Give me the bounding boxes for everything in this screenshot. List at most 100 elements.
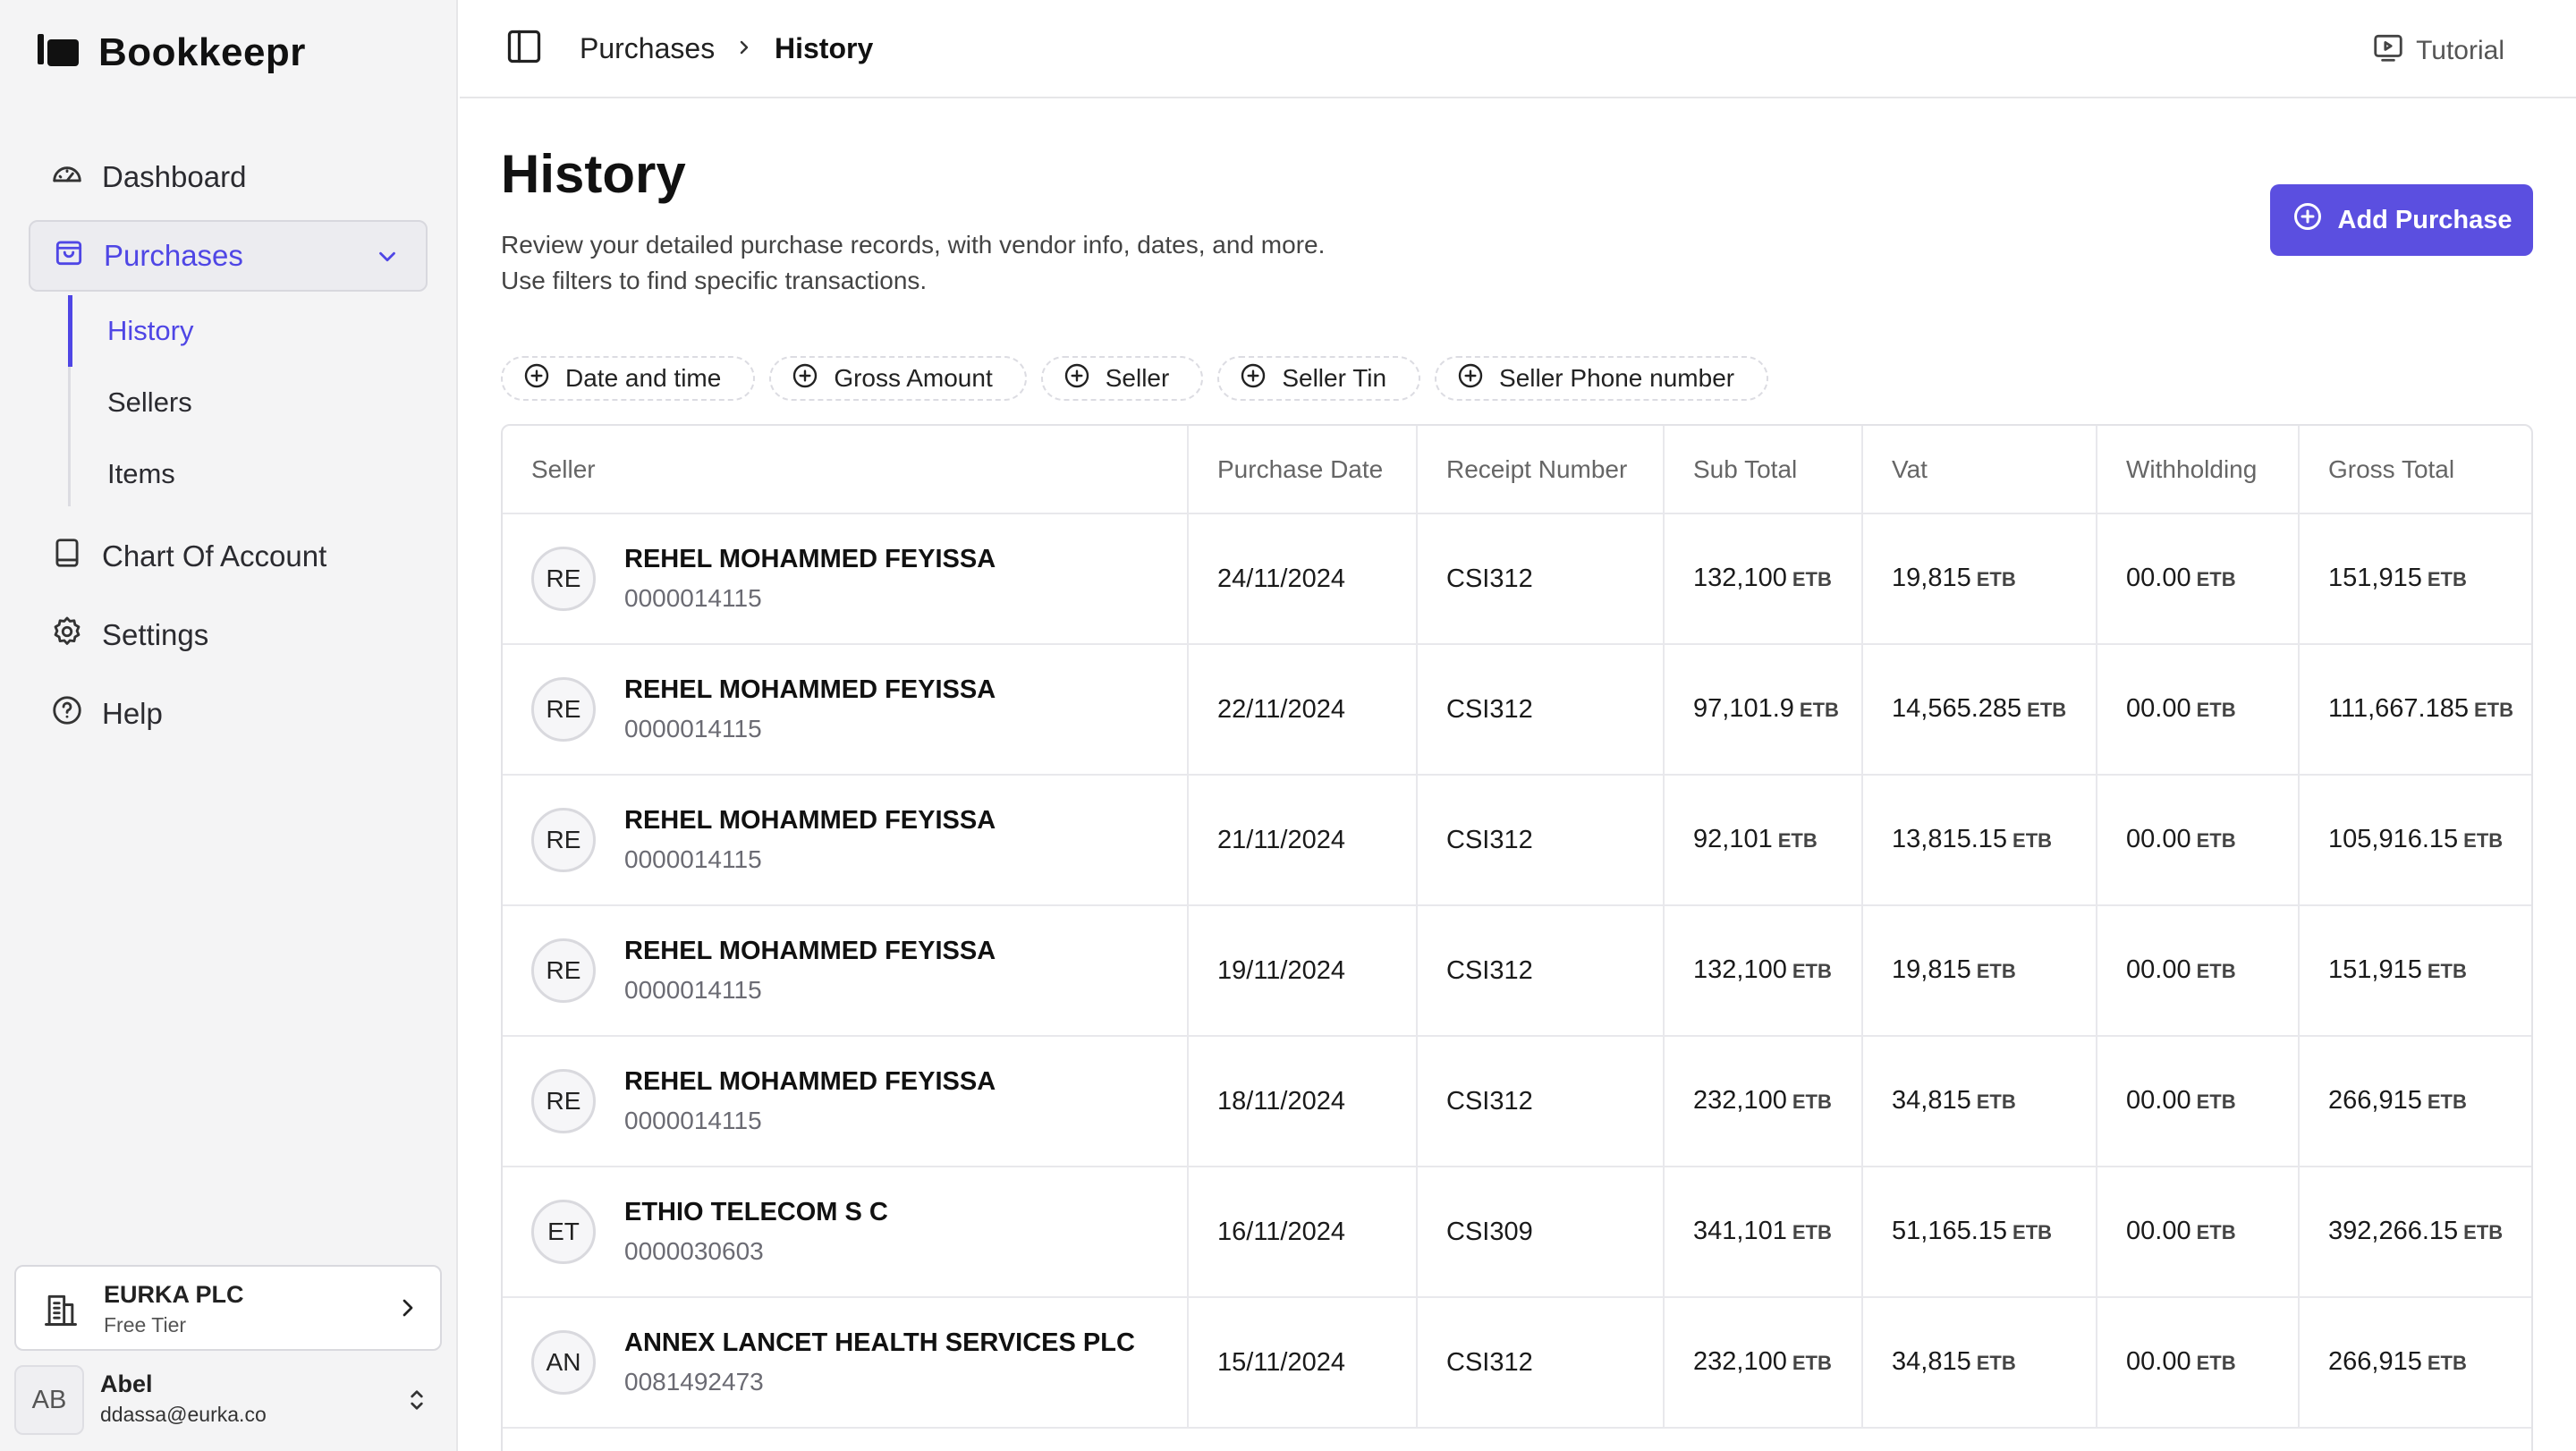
cell-sub-total-value: 132,100 [1693, 564, 1787, 592]
book-icon [50, 536, 84, 577]
currency-label: ETB [2196, 1221, 2236, 1243]
currency-label: ETB [2012, 1221, 2053, 1243]
col-receipt-number[interactable]: Receipt Number [1417, 426, 1665, 514]
plus-circle-icon [1063, 361, 1091, 396]
cell-withholding: 00.00 ETB [2097, 513, 2300, 645]
topbar: Purchases History Tutorial [460, 0, 2576, 98]
filter-label: Seller [1105, 364, 1170, 392]
subnav-history[interactable]: History [107, 315, 194, 346]
plus-circle-icon [791, 361, 819, 396]
cell-withholding: 00.00 ETB [2097, 1297, 2300, 1429]
cell-withholding: 00.00 ETB [2097, 905, 2300, 1037]
filter-seller[interactable]: Seller [1040, 356, 1204, 401]
col-withholding[interactable]: Withholding [2097, 426, 2300, 514]
plus-circle-icon [522, 361, 551, 396]
cell-sub-total: 341,101 ETB [1664, 1167, 1863, 1298]
breadcrumb-purchases[interactable]: Purchases [580, 32, 716, 64]
currency-label: ETB [2463, 1221, 2504, 1243]
col-sub-total[interactable]: Sub Total [1664, 426, 1863, 514]
chevron-down-icon[interactable] [374, 243, 401, 277]
cell-gross-total-value: 151,915 [2328, 564, 2422, 592]
seller-tin: 0000014115 [624, 715, 762, 742]
seller-avatar: RE [531, 808, 596, 872]
cell-vat: 19,815 ETB [1862, 905, 2097, 1037]
subnav-items[interactable]: Items [107, 458, 175, 489]
table-header-row: Seller Purchase Date Receipt Number Sub … [503, 426, 2531, 514]
cell-sub-total-value: 341,101 [1693, 1217, 1787, 1245]
nav-purchases[interactable]: Purchases [29, 220, 428, 292]
filter-seller-phone-number[interactable]: Seller Phone number [1435, 356, 1769, 401]
cell-vat: 13,815.15 ETB [1862, 775, 2097, 906]
nav-chart-of-account-label: Chart Of Account [102, 539, 327, 573]
cell-withholding-value: 00.00 [2126, 1086, 2191, 1115]
cell-sub-total: 97,101.9 ETB [1664, 644, 1863, 776]
nav-chart-of-account[interactable]: Chart Of Account [29, 521, 428, 592]
col-gross-total[interactable]: Gross Total [2299, 426, 2531, 514]
nav-help[interactable]: Help [29, 678, 428, 750]
nav-settings[interactable]: Settings [29, 599, 428, 671]
table-row[interactable]: RE REHEL MOHAMMED FEYISSA 0000014115 19/11/… [503, 905, 2531, 1037]
cell-withholding-value: 00.00 [2126, 1347, 2191, 1376]
currency-label: ETB [1792, 960, 1832, 982]
cell-vat: 19,815 ETB [1862, 513, 2097, 645]
seller-name[interactable]: ETHIO TELECOM S C [624, 1198, 888, 1226]
nav-dashboard-label: Dashboard [102, 160, 247, 193]
cell-gross-total-value: 392,266.15 [2328, 1217, 2459, 1245]
nav-settings-label: Settings [102, 618, 209, 651]
plus-circle-icon [1456, 361, 1485, 396]
cell-gross-total: 151,915 ETB [2299, 513, 2531, 645]
seller-name[interactable]: REHEL MOHAMMED FEYISSA [624, 675, 996, 704]
cell-gross-total-value: 151,915 [2328, 955, 2422, 984]
subnav-sellers[interactable]: Sellers [107, 386, 192, 418]
user-name: Abel [100, 1370, 153, 1397]
seller-name[interactable]: ANNEX LANCET HEALTH SERVICES PLC [624, 1328, 1135, 1357]
table-row[interactable]: RE REHEL MOHAMMED FEYISSA 0000014115 21/11/… [503, 775, 2531, 906]
seller-tin: 0081492473 [624, 1368, 764, 1396]
sidebar-toggle-icon[interactable] [504, 27, 544, 71]
filter-seller-tin[interactable]: Seller Tin [1217, 356, 1421, 401]
table-row[interactable]: RE REHEL MOHAMMED FEYISSA 0000014115 18/11/… [503, 1036, 2531, 1167]
tutorial-button[interactable]: Tutorial [2371, 30, 2504, 72]
seller-tin: 0000014115 [624, 976, 762, 1004]
currency-label: ETB [2427, 568, 2467, 590]
avatar: AB [14, 1365, 84, 1435]
cell-withholding: 00.00 ETB [2097, 1036, 2300, 1167]
seller-name[interactable]: REHEL MOHAMMED FEYISSA [624, 806, 996, 835]
filter-date-and-time[interactable]: Date and time [501, 356, 756, 401]
cell-purchase-date: 18/11/2024 [1188, 1036, 1418, 1167]
col-seller[interactable]: Seller [503, 426, 1189, 514]
nav-purchases-label: Purchases [104, 239, 243, 272]
filter-gross-amount[interactable]: Gross Amount [769, 356, 1027, 401]
cell-purchase-date: 21/11/2024 [1188, 775, 1418, 906]
add-purchase-button[interactable]: Add Purchase [2270, 184, 2533, 256]
seller-avatar: AN [531, 1330, 596, 1395]
cell-vat: 51,165.15 ETB [1862, 1167, 2097, 1298]
col-vat[interactable]: Vat [1862, 426, 2097, 514]
table-row[interactable]: RE REHEL MOHAMMED FEYISSA 0000014115 22/11/… [503, 644, 2531, 776]
cell-receipt-number: CSI312 [1417, 1297, 1665, 1429]
cell-gross-total-value: 266,915 [2328, 1086, 2422, 1115]
currency-label: ETB [1792, 1090, 1832, 1113]
seller-avatar: RE [531, 547, 596, 611]
cell-withholding-value: 00.00 [2126, 1217, 2191, 1245]
brand[interactable]: Bookkeepr [36, 30, 306, 75]
cell-seller: RE REHEL MOHAMMED FEYISSA 0000014115 [503, 644, 1189, 776]
seller-name[interactable]: REHEL MOHAMMED FEYISSA [624, 1067, 996, 1096]
user-menu[interactable]: AB Abel ddassa@eurka.co [14, 1365, 442, 1437]
cell-purchase-date: 15/11/2024 [1188, 1297, 1418, 1429]
seller-name[interactable]: REHEL MOHAMMED FEYISSA [624, 545, 996, 573]
nav-dashboard[interactable]: Dashboard [29, 141, 428, 213]
table-row[interactable]: AN ANNEX LANCET HEALTH SERVICES PLC 008149… [503, 1297, 2531, 1429]
seller-name[interactable]: REHEL MOHAMMED FEYISSA [624, 937, 996, 965]
cell-receipt-number: CSI312 [1417, 1036, 1665, 1167]
sidebar: Bookkeepr Dashboard Purchases History Se… [0, 0, 458, 1451]
col-purchase-date[interactable]: Purchase Date [1188, 426, 1418, 514]
logo-icon [36, 32, 80, 74]
table-row[interactable]: RE REHEL MOHAMMED FEYISSA 0000014115 24/11/… [503, 513, 2531, 645]
filter-label: Seller Phone number [1499, 364, 1735, 392]
building-icon [41, 1290, 80, 1334]
page-description-line-1: Review your detailed purchase records, w… [501, 231, 1326, 259]
company-tier: Free Tier [104, 1313, 187, 1336]
company-switcher[interactable]: EURKA PLC Free Tier [14, 1265, 442, 1351]
table-row[interactable]: ET ETHIO TELECOM S C 0000030603 16/11/2024 C… [503, 1167, 2531, 1298]
